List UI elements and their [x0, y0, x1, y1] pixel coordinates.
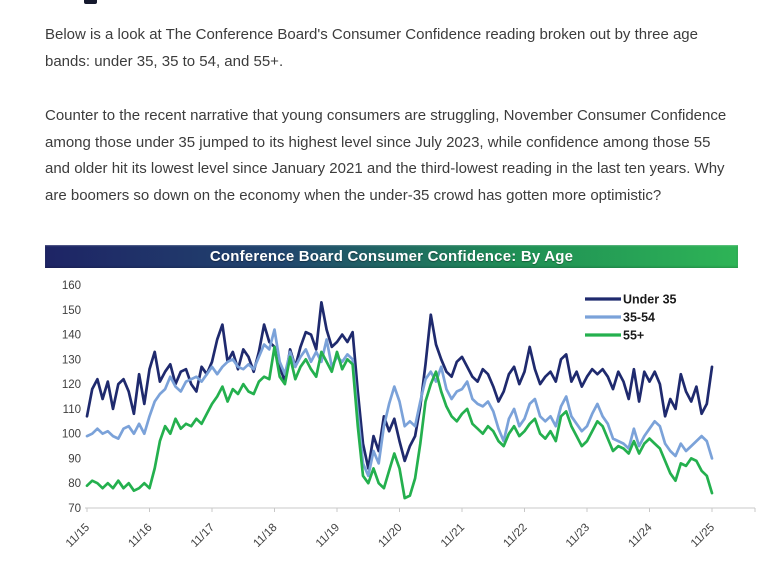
y-tick-label: 90	[68, 453, 81, 465]
x-tick-label: 11/20	[376, 522, 404, 550]
chart-legend: Under 35 35-54 55+	[585, 293, 677, 343]
y-axis-labels: 70 80 90 100 110 120 130 140 150 160	[62, 280, 81, 515]
y-tick-label: 160	[62, 280, 81, 292]
y-tick-label: 140	[62, 330, 81, 342]
legend-label: Under 35	[623, 293, 677, 307]
x-tick-label: 11/17	[189, 522, 217, 550]
x-tick-label: 11/16	[126, 522, 154, 550]
legend-label: 35-54	[623, 311, 655, 325]
y-tick-label: 100	[62, 429, 81, 441]
chart-title: Conference Board Consumer Confidence: By…	[209, 248, 574, 265]
x-tick-label: 11/24	[626, 521, 655, 550]
x-tick-label: 11/22	[501, 522, 529, 550]
consumer-confidence-chart: Conference Board Consumer Confidence: By…	[45, 245, 757, 558]
series-line-55-	[85, 345, 714, 500]
article-text: Below is a look at The Conference Board'…	[45, 22, 739, 237]
y-tick-label: 150	[62, 305, 81, 317]
y-tick-label: 110	[63, 404, 81, 416]
x-tick-label: 11/21	[439, 522, 467, 550]
x-tick-label: 11/25	[689, 522, 717, 550]
x-axis	[85, 507, 756, 512]
x-tick-label: 11/19	[314, 522, 342, 550]
intro-paragraph: Below is a look at The Conference Board'…	[45, 26, 698, 70]
y-tick-label: 70	[68, 503, 81, 515]
x-axis-labels: 11/15 11/16 11/17 11/18 11/19 11/20 11/21 11/22…	[64, 521, 717, 550]
cropped-heading-fragment	[84, 0, 97, 4]
series-line-35-54	[85, 328, 714, 478]
x-tick-label: 11/23	[564, 522, 592, 550]
y-tick-label: 130	[62, 354, 81, 366]
series-line-under-35	[85, 300, 714, 470]
commentary-paragraph: Counter to the recent narrative that you…	[45, 107, 727, 204]
legend-label: 55+	[623, 329, 644, 343]
y-tick-label: 120	[62, 379, 81, 391]
x-tick-label: 11/18	[251, 522, 279, 550]
x-tick-label: 11/15	[64, 522, 92, 550]
y-tick-label: 80	[68, 478, 81, 490]
chart-title-bar: Conference Board Consumer Confidence: By…	[45, 245, 738, 268]
